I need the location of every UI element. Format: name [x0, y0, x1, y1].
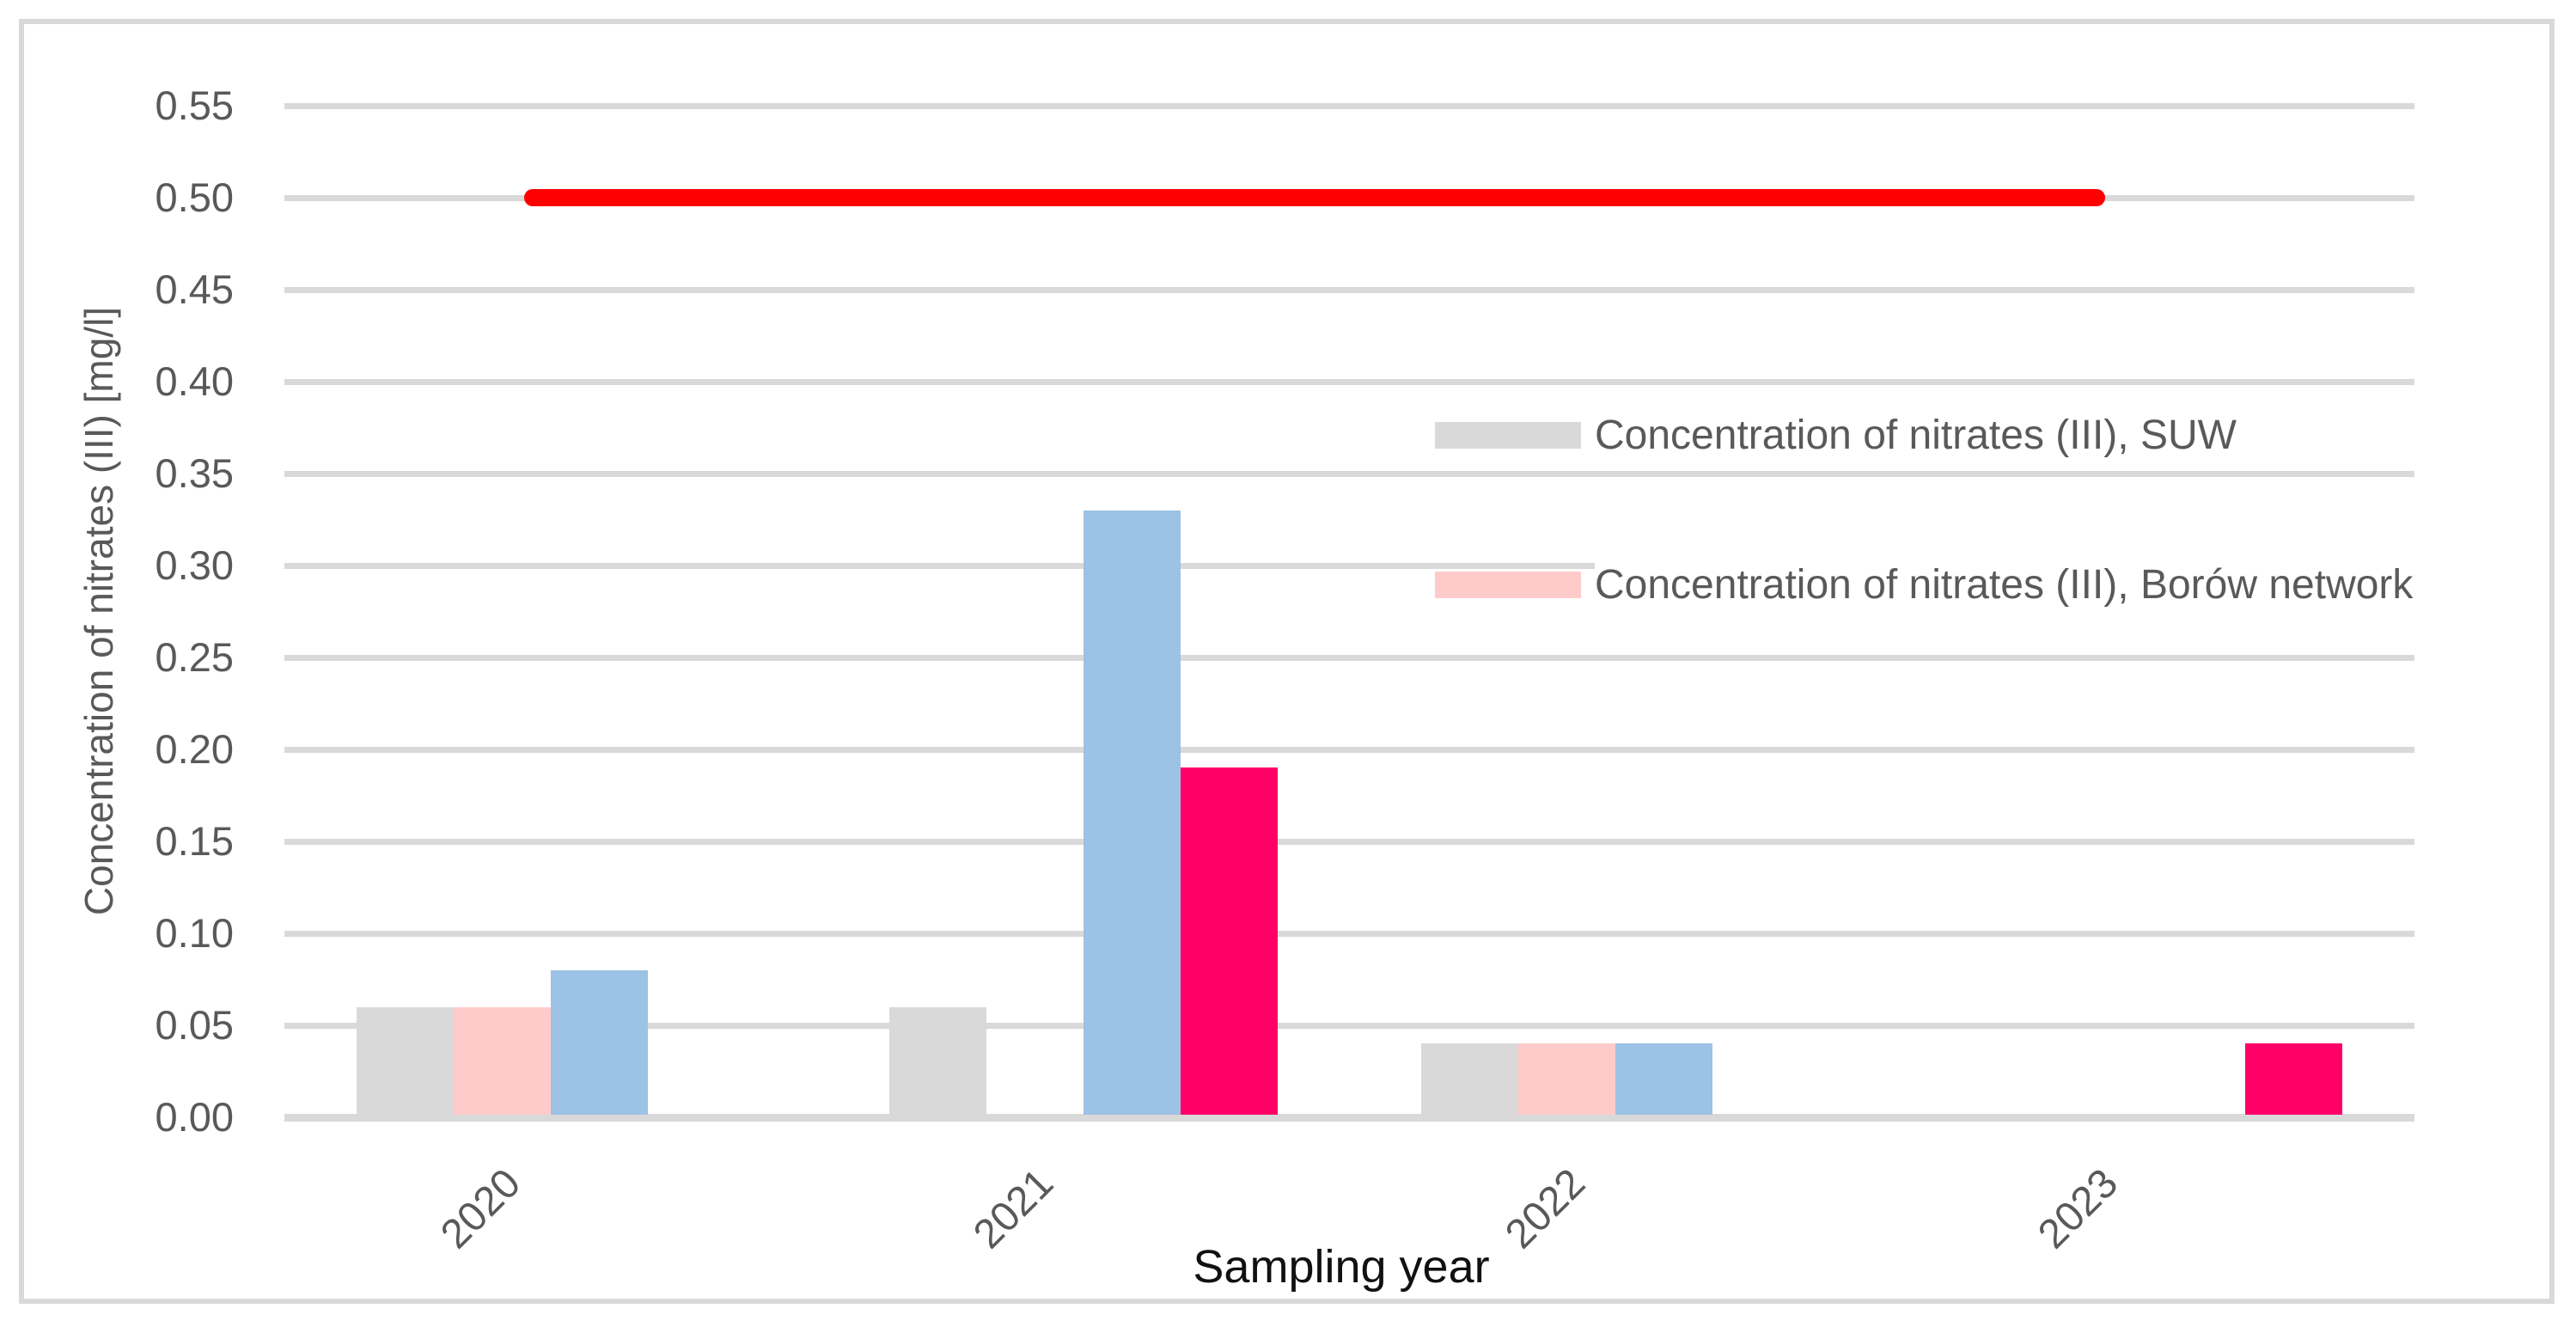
limit-line	[524, 189, 2105, 206]
gridline	[284, 287, 2414, 293]
bar	[1615, 1043, 1713, 1115]
gridline	[284, 379, 2414, 385]
bar	[550, 969, 648, 1115]
bar	[1180, 767, 1278, 1115]
bar	[1421, 1043, 1519, 1115]
y-tick-label: 0.05	[155, 1002, 234, 1048]
y-tick-label: 0.30	[155, 542, 234, 588]
bar	[356, 1006, 454, 1115]
bar	[2245, 1043, 2343, 1115]
legend-label: Concentration of nitrates (III), Borów n…	[1595, 556, 2437, 615]
gridline	[284, 931, 2414, 937]
y-tick-label: 0.40	[155, 358, 234, 404]
chart-border-frame	[19, 19, 2555, 1304]
bar	[453, 1006, 551, 1115]
gridline	[284, 103, 2414, 109]
gridline	[284, 563, 2414, 569]
gridline	[284, 1114, 2414, 1122]
y-tick-label: 0.10	[155, 910, 234, 956]
y-tick-label: 0.20	[155, 726, 234, 772]
gridline	[284, 747, 2414, 753]
gridline	[284, 655, 2414, 661]
y-tick-label: 0.35	[155, 450, 234, 496]
y-tick-label: 0.25	[155, 634, 234, 680]
x-axis-title: Sampling year	[1193, 1241, 1490, 1293]
y-tick-label: 0.15	[155, 818, 234, 864]
legend-swatch	[1435, 422, 1581, 449]
gridline	[284, 471, 2414, 477]
bar	[1518, 1043, 1616, 1115]
y-tick-label: 0.50	[155, 174, 234, 220]
legend-swatch	[1435, 572, 1581, 598]
y-tick-label: 0.55	[155, 83, 234, 128]
y-tick-label: 0.45	[155, 266, 234, 312]
legend-label: Concentration of nitrates (III), SUW	[1595, 407, 2437, 465]
y-tick-label: 0.00	[155, 1094, 234, 1140]
gridline	[284, 1023, 2414, 1029]
bar	[1083, 510, 1181, 1115]
y-axis-title: Concentration of nitrates (III) [mg/l]	[76, 306, 121, 916]
gridline	[284, 839, 2414, 845]
bar	[888, 1006, 986, 1115]
